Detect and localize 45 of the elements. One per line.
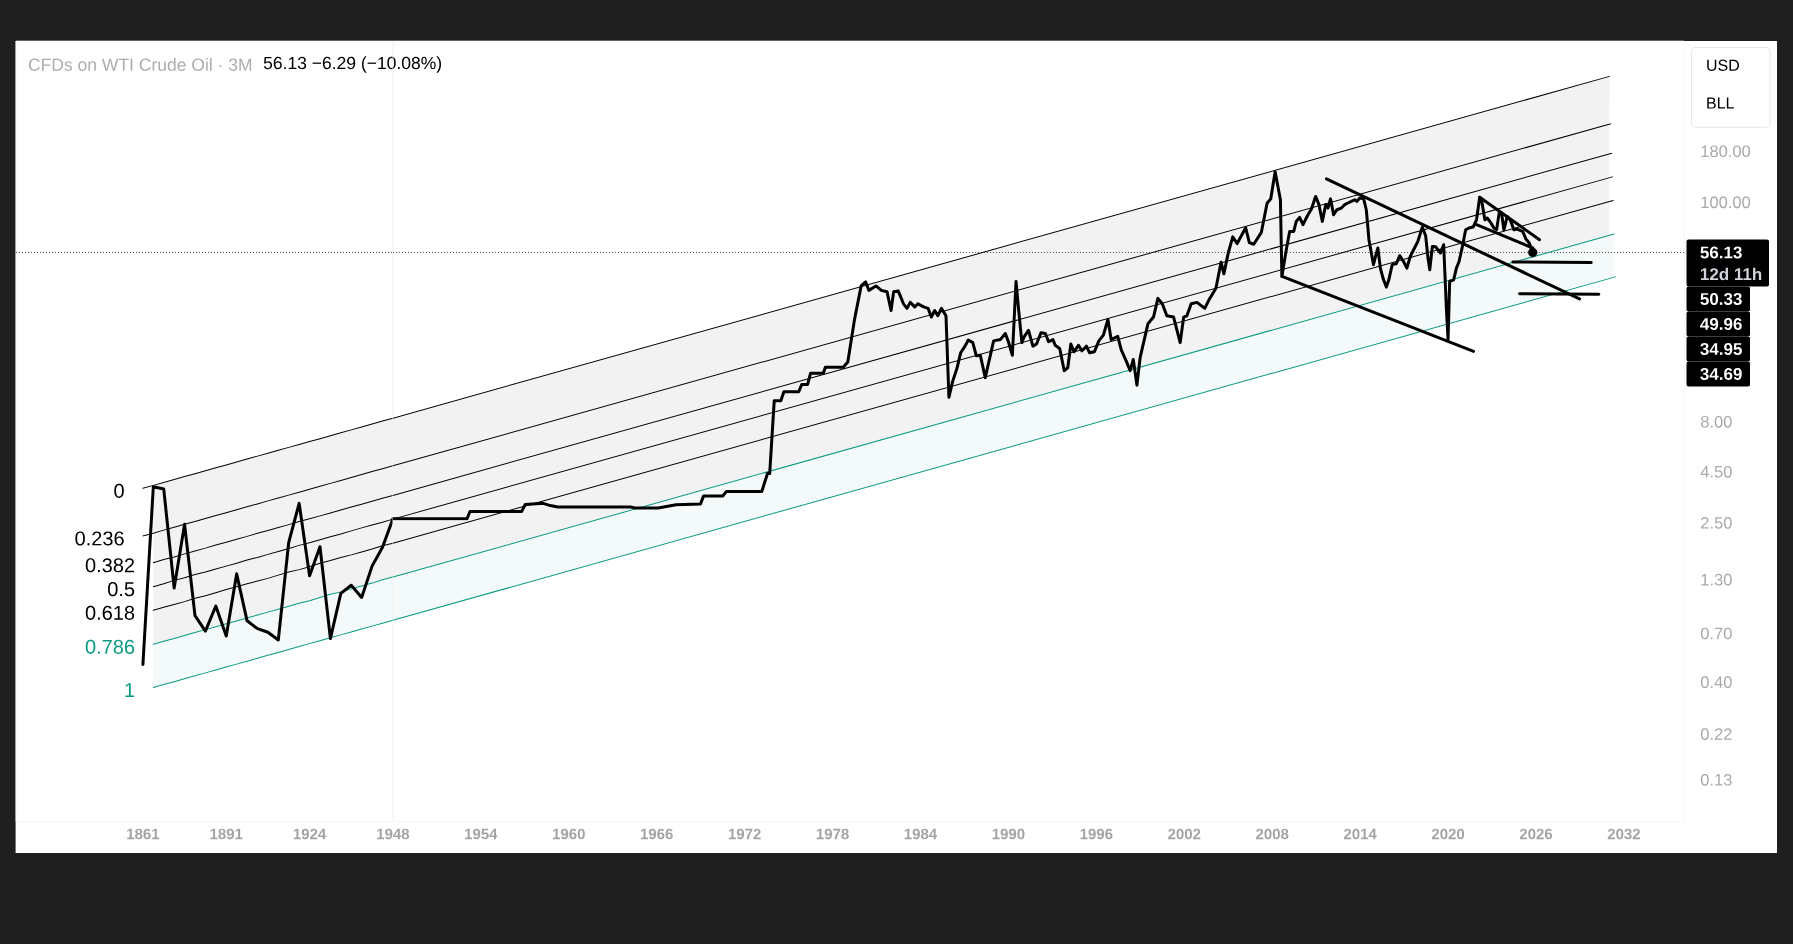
x-tick-label: 1996 <box>1080 828 1113 840</box>
text: 50.33 <box>1700 292 1742 306</box>
y-tick-label: 1.30 <box>1701 573 1732 586</box>
text: 34.69 <box>1700 367 1742 381</box>
x-tick-label: 1972 <box>728 828 761 840</box>
x-tick-label: 1960 <box>553 828 585 840</box>
text: 56.13 −6.29 (−10.08%) <box>263 56 442 73</box>
text: BLL <box>1707 97 1734 109</box>
series-label: 1 <box>125 683 135 697</box>
x-tick-label: 2002 <box>1168 828 1201 840</box>
x-tick-label: 1891 <box>210 828 243 840</box>
x-tick-label: 1966 <box>640 828 673 840</box>
x-tick-label: 2008 <box>1256 828 1289 840</box>
x-tick-label: 2020 <box>1431 828 1465 840</box>
y-tick-label: 2.50 <box>1701 517 1732 529</box>
x-tick-label: 2014 <box>1343 828 1377 840</box>
series-label: 0.5 <box>108 582 135 597</box>
ref-line-label: 56.13 <box>1700 246 1742 259</box>
y-tick-label: 0.22 <box>1700 728 1732 740</box>
x-tick-label: 1948 <box>377 828 410 840</box>
y-tick-label: 0.40 <box>1700 676 1732 688</box>
text: 34.95 <box>1700 342 1742 356</box>
y-tick-label: 0.13 <box>1700 773 1732 786</box>
series-label: 0.618 <box>85 605 135 620</box>
x-tick-label: 2032 <box>1607 828 1640 840</box>
y-tick-label: 100.00 <box>1701 196 1751 209</box>
text: USD <box>1707 59 1739 71</box>
y-tick-label: 8.00 <box>1700 415 1732 428</box>
x-tick-label: 1954 <box>465 828 498 840</box>
x-tick-label: 1924 <box>293 828 327 840</box>
x-tick-label: 1861 <box>127 828 160 840</box>
y-tick-label: 0.70 <box>1700 627 1732 640</box>
series-label: 0.236 <box>75 531 124 546</box>
x-tick-label: 2026 <box>1519 828 1553 840</box>
text: 12d 11h <box>1700 267 1762 281</box>
series-label: 0 <box>114 483 124 498</box>
y-tick-label: 4.50 <box>1700 465 1732 478</box>
text: CFDs on WTI Crude Oil · 3M <box>28 58 252 71</box>
y-tick-label: 180.00 <box>1701 145 1751 158</box>
series-label: 0.382 <box>85 558 135 573</box>
text: 49.96 <box>1700 317 1742 330</box>
x-tick-label: 1984 <box>904 828 938 840</box>
x-tick-label: 1978 <box>816 828 849 840</box>
x-tick-label: 1990 <box>992 828 1025 840</box>
series-label: 0.786 <box>85 639 135 654</box>
